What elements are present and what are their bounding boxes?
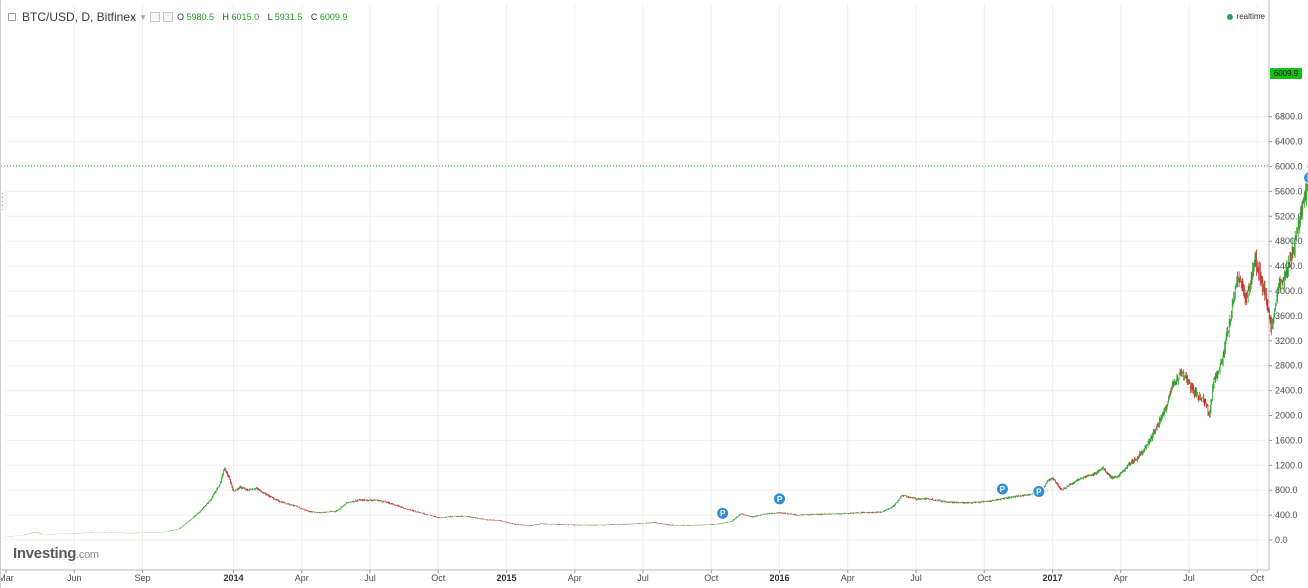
low-label: L [268, 12, 273, 22]
p-marker-label: P [777, 495, 783, 504]
x-tick-label: 2014 [223, 573, 243, 583]
x-tick-label: Apr [295, 573, 309, 583]
y-tick-label: 3200.0 [1275, 336, 1303, 346]
y-tick-label: 1600.0 [1275, 435, 1303, 445]
high-label: H [223, 12, 230, 22]
x-tick-label: 2015 [496, 573, 516, 583]
realtime-indicator: realtime [1227, 12, 1265, 21]
x-tick-label: Oct [1250, 573, 1265, 583]
high-value: 6015.0 [232, 12, 260, 22]
y-tick-label: 6000.0 [1275, 162, 1303, 172]
y-tick-label: 6800.0 [1275, 112, 1303, 122]
y-tick-label: 800.0 [1275, 485, 1298, 495]
p-marker-label: P [720, 509, 726, 518]
y-tick-label: 2400.0 [1275, 386, 1303, 396]
x-tick-label: Jul [637, 573, 649, 583]
x-tick-label: Apr [568, 573, 582, 583]
y-tick-label: 2000.0 [1275, 411, 1303, 421]
x-tick-label: Sep [134, 573, 150, 583]
x-tick-label: Jun [67, 573, 82, 583]
y-tick-label: 0.0 [1275, 535, 1288, 545]
x-tick-label: Jul [910, 573, 922, 583]
low-value: 5931.5 [275, 12, 303, 22]
y-tick-label: 3600.0 [1275, 311, 1303, 321]
x-tick-label: Apr [841, 573, 855, 583]
resize-handle[interactable] [1, 190, 5, 290]
close-button[interactable] [163, 12, 173, 22]
x-tick-label: Oct [977, 573, 992, 583]
open-value: 5980.5 [186, 12, 214, 22]
x-tick-label: Apr [1114, 573, 1128, 583]
open-label: O [177, 12, 184, 22]
symbol-label[interactable]: BTC/USD, D, Bitfinex [22, 10, 136, 24]
close-value: 6009.9 [320, 12, 348, 22]
chart-header: BTC/USD, D, Bitfinex ▼ O 5980.5 H 6015.0… [8, 9, 347, 25]
investing-logo: Investing.com [13, 545, 99, 562]
last-price-tag: 6009.9 [1270, 68, 1302, 79]
ohlc-values: O 5980.5 H 6015.0 L 5931.5 C 6009.9 [177, 12, 347, 22]
y-tick-label: 6400.0 [1275, 137, 1303, 147]
y-tick-label: 2800.0 [1275, 361, 1303, 371]
y-tick-label: 5600.0 [1275, 186, 1303, 196]
x-tick-label: Mar [1, 573, 14, 583]
p-marker-label: P [1036, 487, 1042, 496]
status-dot-icon [1227, 14, 1233, 20]
x-tick-label: Oct [704, 573, 719, 583]
logo-main: Investing [13, 545, 76, 562]
chart-type-icon[interactable] [8, 13, 16, 21]
y-tick-label: 400.0 [1275, 510, 1298, 520]
x-tick-label: Jul [364, 573, 376, 583]
x-tick-label: Jul [1183, 573, 1195, 583]
p-marker-label: P [1000, 485, 1006, 494]
y-tick-label: 1200.0 [1275, 460, 1303, 470]
realtime-label: realtime [1237, 12, 1265, 21]
x-tick-label: 2016 [769, 573, 789, 583]
close-label: C [311, 12, 318, 22]
y-tick-label: 4800.0 [1275, 236, 1303, 246]
settings-button[interactable] [150, 12, 160, 22]
x-tick-label: Oct [431, 573, 446, 583]
x-tick-label: 2017 [1042, 573, 1062, 583]
chevron-down-icon[interactable]: ▼ [139, 13, 147, 22]
logo-suffix: .com [76, 549, 99, 561]
